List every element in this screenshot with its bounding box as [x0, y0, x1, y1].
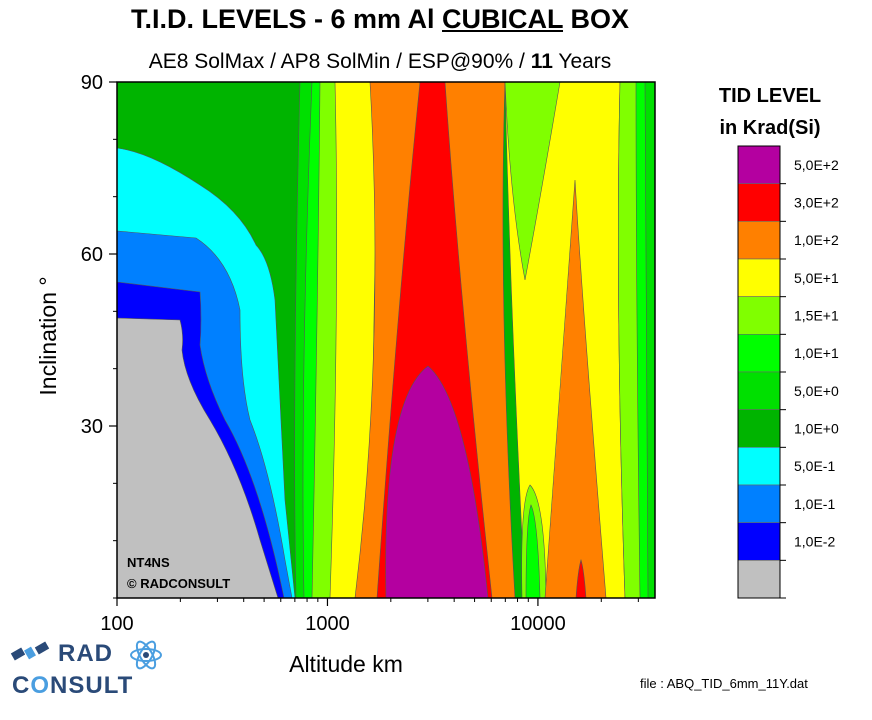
legend-label: 1,0E+2: [794, 232, 839, 248]
subtitle-text-end: Years: [552, 50, 612, 73]
title-text: T.I.D. LEVELS - 6 mm Al: [130, 4, 443, 34]
legend-title-line2: in Krad(Si): [719, 117, 821, 139]
subtitle-years: 11: [530, 50, 553, 73]
logo-letter-c: C: [12, 672, 31, 699]
legend-swatch: [737, 183, 781, 222]
legend-frame: [737, 145, 781, 599]
legend-swatch: [737, 371, 781, 410]
subtitle-text: AE8 SolMax / AP8 SolMin / ESP@90% /: [148, 50, 531, 73]
y-tick-label: 90: [81, 72, 103, 94]
axes: 100 1000 10000 90 60 30 Altitude km Inclination…: [35, 72, 656, 677]
annotation-line2: © RADCONSULT: [127, 576, 230, 591]
legend-swatch: [737, 334, 781, 373]
y-axis-label: Inclination °: [35, 276, 61, 395]
atom-icon: [128, 638, 164, 677]
satellite-icon: [10, 640, 50, 675]
logo-letter-o: O: [30, 672, 51, 699]
chart-subtitle: AE8 SolMax / AP8 SolMin / ESP@90% / 11 Y…: [0, 50, 760, 74]
title-underlined-text: CUBICAL: [442, 4, 564, 34]
legend-label: 1,0E-2: [794, 534, 835, 550]
y-tick-label: 60: [81, 244, 103, 266]
plot-area: [116, 81, 656, 599]
legend-label: 1,5E+1: [794, 308, 839, 324]
legend-swatch: [737, 522, 781, 561]
legend-label: 5,0E+2: [794, 157, 839, 173]
y-tick-label: 30: [81, 416, 103, 438]
title-text-end: BOX: [563, 4, 630, 34]
x-tick-label: 100: [100, 613, 133, 635]
region-green-band-mid-2: [525, 504, 541, 599]
legend-label: 5,0E+0: [794, 383, 839, 399]
legend-label: 1,0E+0: [794, 421, 839, 437]
legend: 5,0E+2 3,0E+2 1,0E+2 5,0E+1 1,5E+1 1,0E+1 5,0E…: [737, 145, 839, 599]
plot-frame: [116, 81, 656, 599]
file-note: file : ABQ_TID_6mm_11Y.dat: [640, 676, 808, 691]
annotation-line1: NT4NS: [127, 555, 170, 570]
legend-label: 1,0E-1: [794, 496, 835, 512]
legend-label: 3,0E+2: [794, 195, 839, 211]
legend-label: 1,0E+1: [794, 345, 839, 361]
legend-swatch: [737, 258, 781, 297]
legend-swatch: [737, 484, 781, 523]
x-axis-label: Altitude km: [289, 651, 403, 677]
legend-swatch: [737, 409, 781, 448]
legend-swatch: [737, 447, 781, 486]
legend-title: TID LEVEL in Krad(Si): [690, 80, 850, 144]
legend-swatch: [737, 145, 781, 184]
logo-consult-text: CONSULT: [12, 672, 133, 700]
region-red-2: [575, 558, 587, 599]
region-gray: [116, 317, 279, 599]
legend-swatch: [737, 296, 781, 335]
logo-rad-text: RAD: [58, 640, 113, 667]
x-tick-label: 10000: [510, 613, 566, 635]
legend-swatch: [737, 560, 781, 599]
legend-label: 5,0E+1: [794, 270, 839, 286]
legend-swatch: [737, 221, 781, 260]
x-tick-label: 1000: [305, 613, 350, 635]
legend-label: 5,0E-1: [794, 458, 835, 474]
region-magenta: [385, 365, 489, 599]
logo-letters-nsult: NSULT: [50, 672, 134, 699]
chart-title: T.I.D. LEVELS - 6 mm Al CUBICAL BOX: [0, 4, 760, 35]
legend-title-line1: TID LEVEL: [718, 85, 822, 107]
